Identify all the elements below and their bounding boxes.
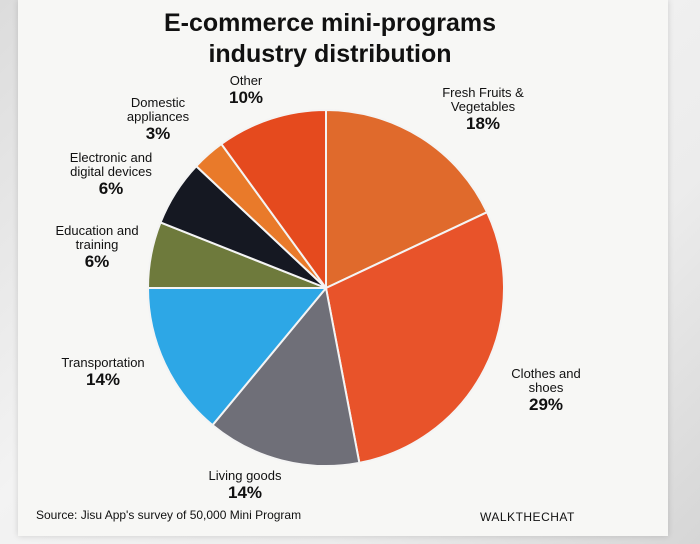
- label-fresh-fruits: Fresh Fruits & Vegetables 18%: [418, 86, 548, 134]
- label-other-line1: Other: [229, 73, 263, 88]
- pie-slice-other: [219, 108, 327, 292]
- label-fresh-line2: Vegetables: [450, 99, 516, 114]
- label-other: Other 10%: [206, 74, 286, 108]
- label-fresh-pct: 18%: [465, 114, 501, 133]
- label-living-pct: 14%: [227, 483, 263, 502]
- brand-logo-text: WALKTHECHAT: [480, 510, 575, 524]
- pie-slice-living-goods: [211, 285, 361, 467]
- label-domestic-line2: appliances: [126, 109, 190, 124]
- label-electronic: Electronic and digital devices 6%: [52, 151, 170, 199]
- label-domestic: Domestic appliances 3%: [108, 96, 208, 144]
- pie-slice-fresh-fruits-vegetables: [325, 108, 489, 290]
- label-education-line1: Education and: [55, 223, 139, 238]
- label-electronic-line1: Electronic and: [69, 150, 153, 165]
- chart-title-line2: industry distribution: [208, 40, 452, 68]
- label-other-pct: 10%: [228, 88, 264, 107]
- label-living-line1: Living goods: [208, 468, 282, 483]
- chart-title: E-commerce mini-programs industry distri…: [120, 8, 540, 70]
- label-transport-pct: 14%: [85, 370, 121, 389]
- label-clothes: Clothes and shoes 29%: [486, 367, 606, 415]
- pie-slice-transportation: [146, 287, 329, 427]
- label-clothes-line1: Clothes and: [511, 366, 581, 381]
- label-clothes-line2: shoes: [528, 380, 564, 395]
- source-note: Source: Jisu App's survey of 50,000 Mini…: [36, 508, 302, 522]
- label-electronic-pct: 6%: [98, 179, 124, 198]
- label-domestic-line1: Domestic: [130, 95, 186, 110]
- label-clothes-pct: 29%: [528, 395, 564, 414]
- label-transport-line1: Transportation: [61, 355, 145, 370]
- label-domestic-pct: 3%: [145, 124, 171, 143]
- label-education: Education and training 6%: [38, 224, 156, 272]
- pie-slice-clothes-and-shoes: [324, 210, 505, 465]
- label-living-goods: Living goods 14%: [190, 469, 300, 503]
- chart-title-line1: E-commerce mini-programs: [163, 9, 497, 37]
- label-transportation: Transportation 14%: [44, 356, 162, 390]
- label-education-pct: 6%: [84, 252, 110, 271]
- label-fresh-line1: Fresh Fruits &: [442, 85, 524, 100]
- label-electronic-line2: digital devices: [70, 164, 152, 179]
- label-education-line2: training: [75, 237, 119, 252]
